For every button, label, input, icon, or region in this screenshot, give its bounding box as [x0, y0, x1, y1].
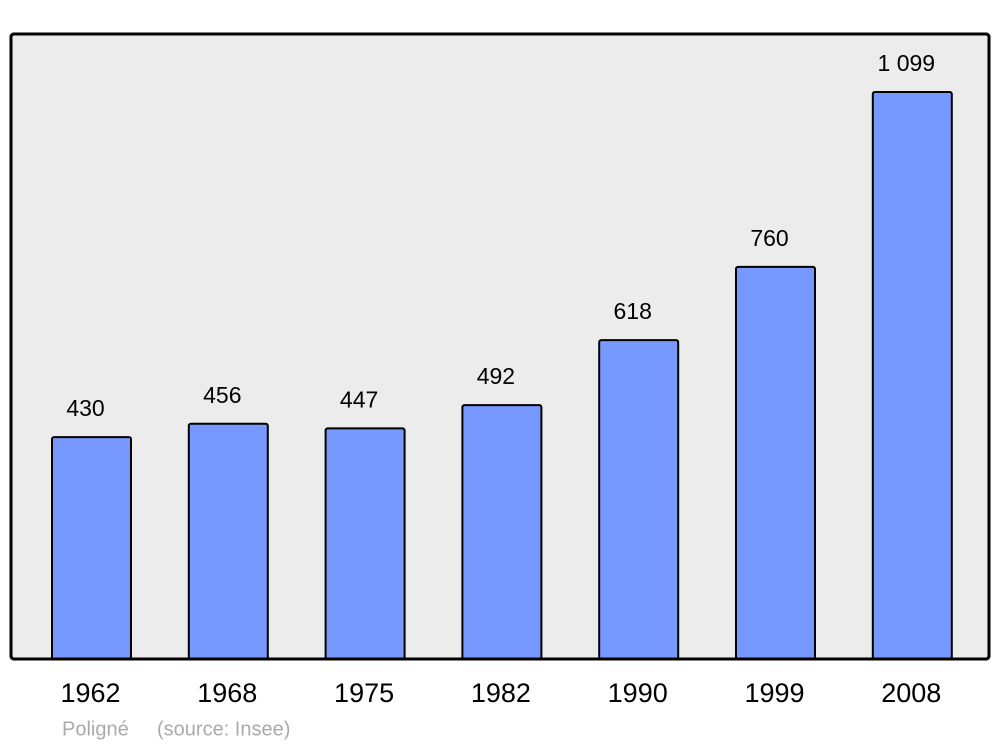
value-label: 430 [66, 395, 104, 421]
x-tick-label: 1999 [744, 678, 804, 708]
value-label: 492 [477, 363, 515, 389]
bar [871, 91, 953, 660]
bar [51, 436, 132, 660]
plot-border [9, 32, 991, 661]
value-label: 447 [340, 386, 378, 412]
caption: Poligné [62, 718, 129, 740]
x-tick-label: 1982 [471, 678, 531, 708]
x-tick-label: 1962 [60, 678, 120, 708]
source: (source: Insee) [157, 718, 290, 740]
value-label: 456 [203, 382, 241, 408]
bar [461, 404, 543, 661]
bar [598, 339, 680, 660]
x-tick-label: 1990 [608, 678, 668, 708]
bar [735, 265, 816, 660]
x-tick-label: 1968 [197, 678, 257, 708]
x-tick-label: 2008 [881, 678, 941, 708]
value-label: 760 [750, 225, 788, 251]
value-label: 1 099 [878, 50, 936, 76]
value-label: 618 [614, 298, 652, 324]
x-tick-label: 1975 [334, 678, 394, 708]
bar [187, 422, 269, 660]
bar [324, 427, 406, 660]
